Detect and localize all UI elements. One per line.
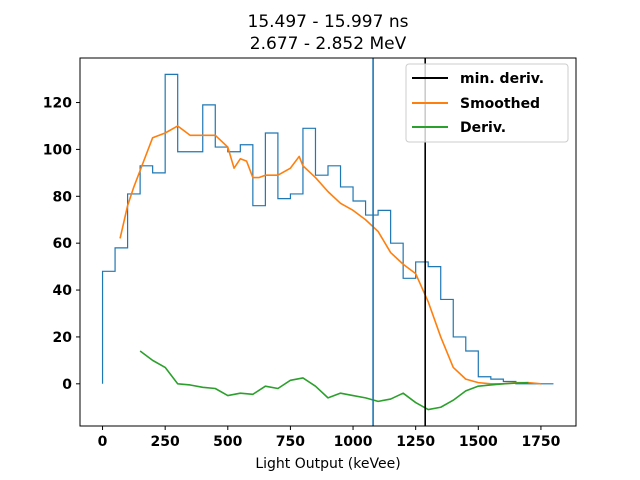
legend-min-deriv-label: min. deriv.: [460, 71, 544, 87]
y-tick-label: 100: [43, 142, 72, 158]
x-tick-label: 1500: [459, 434, 498, 450]
chart-title-line1: 15.497 - 15.997 ns: [248, 12, 409, 32]
y-tick-label: 40: [53, 283, 73, 299]
x-tick-label: 1250: [396, 434, 435, 450]
y-tick-label: 60: [53, 236, 73, 252]
x-axis-ticks: 0 250 500 750 1000 1250 1500 1750: [98, 426, 561, 450]
legend-deriv-label: Deriv.: [460, 120, 506, 136]
x-tick-label: 750: [276, 434, 305, 450]
histogram-series: [101, 73, 554, 385]
deriv-series: [139, 350, 529, 411]
y-tick-label: 80: [53, 189, 73, 205]
chart-title-line2: 2.677 - 2.852 MeV: [250, 34, 407, 54]
y-axis-ticks: 0 20 40 60 80 100 120: [43, 96, 80, 393]
smoothed-series: [119, 125, 542, 385]
x-tick-label: 0: [98, 434, 108, 450]
x-tick-label: 1750: [521, 434, 560, 450]
legend-smoothed-label: Smoothed: [460, 96, 540, 112]
legend-box: [405, 63, 569, 143]
legend: min. deriv. Smoothed Deriv.: [405, 63, 569, 143]
x-tick-label: 250: [151, 434, 180, 450]
x-tick-label: 1000: [334, 434, 373, 450]
x-tick-label: 500: [213, 434, 242, 450]
y-tick-label: 0: [62, 377, 72, 393]
series-layer: [101, 73, 554, 411]
plot-frame: [79, 57, 577, 427]
x-axis-label: Light Output (keVee): [255, 456, 400, 472]
y-tick-label: 120: [43, 96, 72, 112]
y-tick-label: 20: [53, 330, 73, 346]
